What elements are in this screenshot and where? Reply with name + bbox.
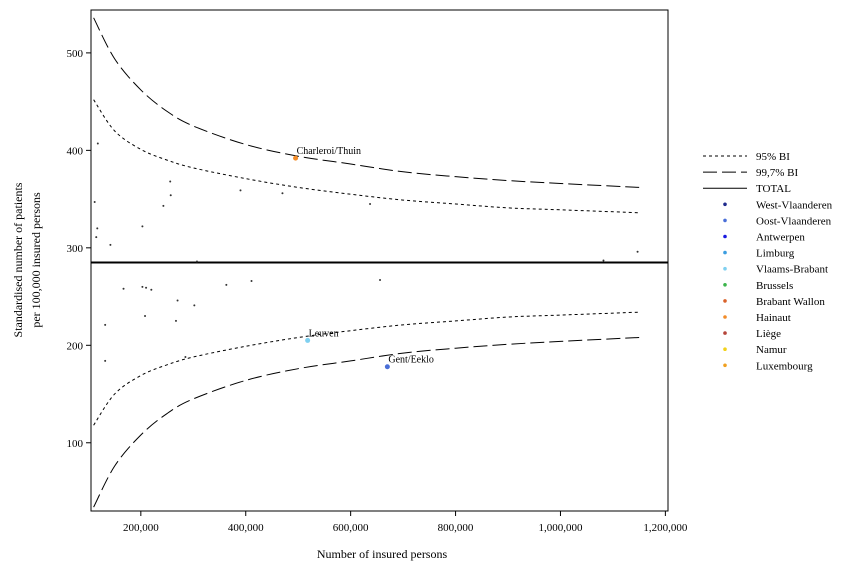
y-axis: 100 200 300 400 500 [67,48,91,450]
legend-label: Oost-Vlaanderen [756,215,832,227]
legend-label: Namur [756,344,787,356]
x-tick-label: 1,200,000 [643,522,688,534]
data-point [104,323,107,326]
x-tick-label: 1,000,000 [538,522,583,534]
band-ci997-lower [93,337,640,508]
x-tick-label: 200,000 [123,522,159,534]
y-tick-label: 500 [67,48,84,60]
data-point [109,243,112,246]
data-points [93,142,639,370]
data-point [379,278,382,281]
data-point [384,364,390,370]
legend-dot-swatch [723,202,727,207]
data-point [305,337,311,343]
confidence-bands [93,17,640,508]
data-point [141,225,144,228]
data-point [193,304,196,307]
y-tick-label: 100 [67,438,84,450]
x-axis-title: Number of insured persons [317,547,448,561]
legend-label: TOTAL [756,183,791,195]
point-label: Gent/Eeklo [388,355,434,366]
data-point [169,194,172,197]
legend-dot-swatch [723,315,727,319]
point-label: Leuven [309,328,339,339]
legend-dot-swatch [723,283,727,287]
legend-label: Limburg [756,248,795,260]
band-ci95-lower [93,311,640,426]
data-point [369,202,372,205]
point-label: Charleroi/Thuin [297,146,361,157]
y-axis-title-line-2: per 100,000 insured persons [29,192,43,328]
legend-label: Brussels [756,280,793,292]
point-annotations: Charleroi/Thuin Leuven Gent/Eeklo [297,146,434,366]
legend-label: Antwerpen [756,232,805,244]
legend-label: Vlaams-Brabant [756,264,828,276]
legend-dot-swatch [723,331,727,335]
data-point [176,299,179,302]
data-point [162,204,165,207]
plot-frame [90,9,669,512]
band-ci997-upper [93,17,640,188]
data-point [293,155,299,161]
data-point [145,286,148,289]
legend: 95% BI 99,7% BI TOTAL West-Vlaanderen Oost-V… [703,151,833,372]
legend-dot-swatch [723,266,727,271]
legend-label: Luxembourg [756,360,813,372]
data-point [225,283,228,286]
y-tick-label: 400 [67,145,84,157]
data-point [602,259,605,262]
y-tick-label: 200 [67,340,84,352]
data-point [281,192,284,195]
legend-dot-swatch [723,234,727,239]
data-point [96,142,99,145]
data-point [144,315,147,318]
x-tick-label: 600,000 [333,522,369,534]
data-point [250,279,253,282]
legend-label: Hainaut [756,312,791,324]
band-ci95-upper [93,99,640,214]
data-point [195,260,198,263]
legend-dot-swatch [723,363,727,368]
data-point [636,250,639,253]
legend-label: West-Vlaanderen [756,199,833,211]
data-point [169,180,172,183]
data-point [122,287,125,290]
data-point [239,189,242,192]
legend-dot-swatch [723,299,727,303]
legend-label: Brabant Wallon [756,296,825,308]
data-point [95,236,98,239]
x-tick-label: 400,000 [228,522,264,534]
y-axis-title-line-1: Standardised number of patients [11,182,25,337]
data-point [174,319,177,322]
data-point [96,227,99,230]
x-tick-label: 800,000 [438,522,474,534]
legend-label: Liège [756,328,781,340]
legend-dot-swatch [723,347,727,352]
legend-label: 99,7% BI [756,167,799,179]
legend-label: 95% BI [756,151,790,163]
data-point [104,359,107,362]
legend-dot-swatch [723,250,727,255]
data-point [93,201,96,204]
legend-dot-swatch [723,218,727,223]
data-point [150,288,153,291]
x-axis: 200,000 400,000 600,000 800,000 1,000,000 1,2… [123,511,688,534]
data-point [141,285,144,288]
y-tick-label: 300 [67,243,84,255]
data-point [184,355,187,358]
